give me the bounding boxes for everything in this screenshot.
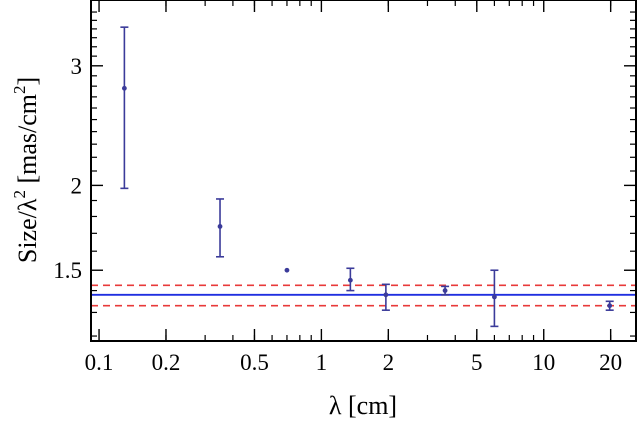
point-marker: [121, 85, 127, 91]
plot-layer: [91, 26, 636, 328]
data-point-2: [216, 198, 225, 258]
plot-frame: [90, 0, 637, 342]
y-tick-label: 1.5: [53, 258, 82, 283]
x-tick-label: 10: [532, 350, 555, 375]
data-point-8: [605, 300, 614, 311]
x-tick-label: 0.1: [85, 350, 114, 375]
y-tick-label: 3: [71, 54, 83, 79]
x-tick-label: 5: [471, 350, 483, 375]
data-point-4: [346, 267, 355, 292]
data-point-7: [490, 269, 499, 328]
y-tick-label: 2: [71, 173, 83, 198]
point-marker: [347, 277, 353, 283]
point-marker: [284, 267, 290, 273]
y-axis-title: Size/λ2 [mas/cm2]: [10, 77, 42, 263]
point-marker: [442, 288, 448, 293]
data-point-6: [441, 285, 450, 296]
data-point-3: [284, 267, 290, 273]
x-tick-label: 1: [316, 350, 328, 375]
x-tick-label: 2: [383, 350, 395, 375]
data-point-1: [120, 26, 129, 190]
axis-layer: 0.1 0.2 0.5 1 2 5 10 20 1.5 2 3: [53, 0, 636, 375]
x-tick-label: 0.5: [240, 350, 269, 375]
x-tick-label: 20: [599, 350, 622, 375]
point-marker: [383, 292, 389, 298]
point-marker: [217, 224, 223, 229]
point-marker: [607, 303, 613, 309]
data-point-5: [381, 283, 390, 311]
x-axis-title: λ [cm]: [329, 391, 397, 420]
x-tick-label: 0.2: [152, 350, 181, 375]
point-marker: [492, 294, 497, 300]
